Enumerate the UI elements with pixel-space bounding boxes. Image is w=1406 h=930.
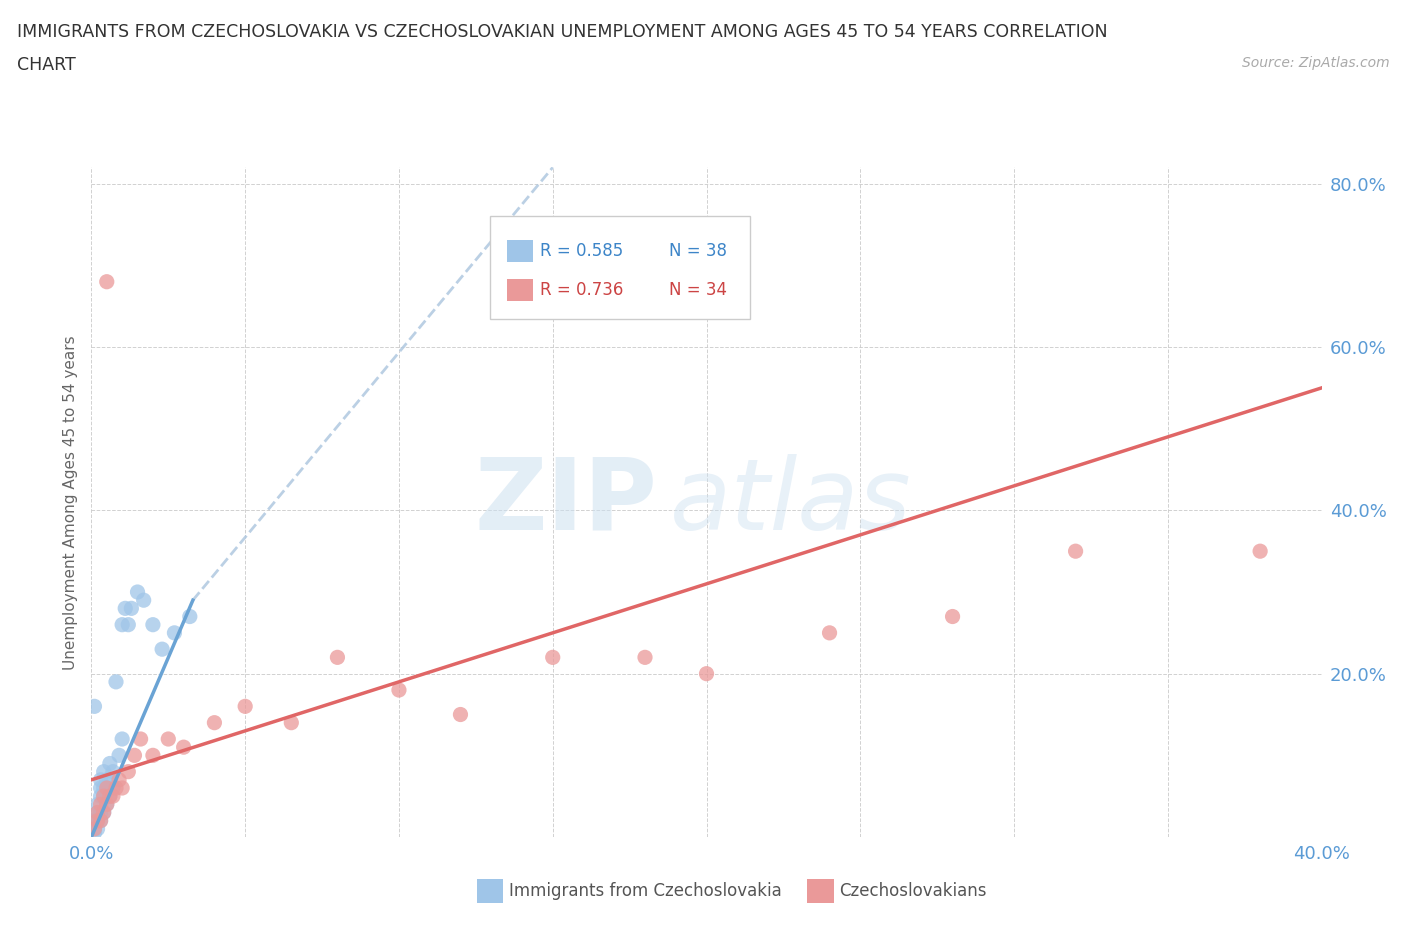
- Text: IMMIGRANTS FROM CZECHOSLOVAKIA VS CZECHOSLOVAKIAN UNEMPLOYMENT AMONG AGES 45 TO : IMMIGRANTS FROM CZECHOSLOVAKIA VS CZECHO…: [17, 23, 1108, 41]
- Text: N = 38: N = 38: [669, 242, 727, 260]
- Point: [86, 805, 108, 820]
- Point: [93, 805, 115, 820]
- Point: [96, 773, 118, 788]
- Point: [98, 756, 121, 771]
- Text: CHART: CHART: [17, 56, 76, 73]
- Point: [96, 274, 118, 289]
- Text: R = 0.736: R = 0.736: [540, 282, 623, 299]
- Point: [105, 674, 127, 689]
- Point: [86, 821, 108, 836]
- Point: [1064, 544, 1087, 559]
- Point: [83, 826, 105, 841]
- Point: [101, 780, 124, 795]
- Text: Czechoslovakians: Czechoslovakians: [839, 882, 987, 900]
- Point: [150, 642, 173, 657]
- Point: [142, 618, 165, 632]
- Point: [101, 764, 124, 779]
- Point: [86, 813, 108, 828]
- Point: [101, 789, 124, 804]
- Point: [90, 780, 112, 795]
- Point: [124, 748, 146, 763]
- Point: [449, 707, 471, 722]
- Point: [90, 797, 112, 812]
- Point: [117, 764, 139, 779]
- Point: [98, 773, 121, 788]
- Point: [233, 699, 256, 714]
- Point: [541, 650, 564, 665]
- Point: [93, 805, 115, 820]
- Text: Source: ZipAtlas.com: Source: ZipAtlas.com: [1241, 56, 1389, 70]
- Point: [83, 699, 105, 714]
- Point: [142, 748, 165, 763]
- Point: [98, 789, 121, 804]
- Point: [326, 650, 349, 665]
- Point: [108, 748, 131, 763]
- Point: [132, 592, 155, 607]
- Point: [127, 585, 149, 600]
- Point: [634, 650, 657, 665]
- Y-axis label: Unemployment Among Ages 45 to 54 years: Unemployment Among Ages 45 to 54 years: [62, 335, 77, 670]
- Point: [96, 780, 118, 795]
- Point: [90, 813, 112, 828]
- Point: [696, 666, 718, 681]
- Point: [96, 780, 118, 795]
- Text: Immigrants from Czechoslovakia: Immigrants from Czechoslovakia: [509, 882, 782, 900]
- Point: [202, 715, 225, 730]
- Point: [179, 609, 201, 624]
- Point: [117, 618, 139, 632]
- Point: [83, 813, 105, 828]
- Point: [120, 601, 142, 616]
- Point: [388, 683, 411, 698]
- Point: [818, 625, 841, 640]
- Point: [83, 821, 105, 836]
- Point: [90, 813, 112, 828]
- Point: [163, 625, 186, 640]
- Point: [96, 797, 118, 812]
- Point: [96, 797, 118, 812]
- Point: [90, 805, 112, 820]
- Point: [280, 715, 302, 730]
- Point: [90, 789, 112, 804]
- Point: [129, 732, 152, 747]
- Text: ZIP: ZIP: [474, 454, 657, 551]
- Point: [108, 773, 131, 788]
- Point: [98, 789, 121, 804]
- Point: [86, 813, 108, 828]
- Point: [105, 780, 127, 795]
- Point: [111, 732, 134, 747]
- Point: [942, 609, 965, 624]
- Point: [111, 618, 134, 632]
- Point: [157, 732, 180, 747]
- Point: [173, 739, 195, 754]
- Text: atlas: atlas: [669, 454, 911, 551]
- Point: [93, 780, 115, 795]
- Text: R = 0.585: R = 0.585: [540, 242, 623, 260]
- Point: [1249, 544, 1271, 559]
- Point: [83, 821, 105, 836]
- Point: [86, 805, 108, 820]
- Point: [93, 764, 115, 779]
- Point: [93, 789, 115, 804]
- Point: [93, 789, 115, 804]
- Point: [90, 773, 112, 788]
- Point: [114, 601, 136, 616]
- Text: N = 34: N = 34: [669, 282, 727, 299]
- Point: [86, 797, 108, 812]
- Point: [111, 780, 134, 795]
